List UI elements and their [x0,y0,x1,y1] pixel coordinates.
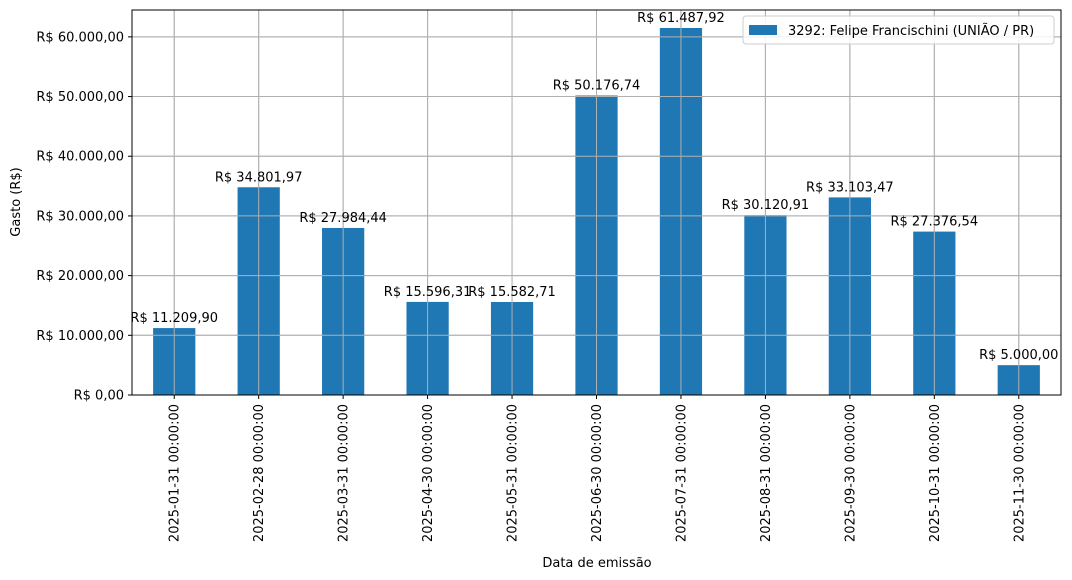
bar-value-label: R$ 5.000,00 [979,348,1058,363]
y-axis-label: Gasto (R$) [9,167,24,236]
y-tick-label: R$ 10.000,00 [36,329,124,344]
bar-value-label: R$ 33.103,47 [806,180,894,195]
x-tick-label: 2025-07-31 00:00:00 [674,404,689,542]
x-tick-label: 2025-05-31 00:00:00 [506,404,521,542]
legend-swatch [749,25,777,35]
y-tick-label: R$ 30.000,00 [36,209,124,224]
bar-value-label: R$ 50.176,74 [553,78,641,93]
y-axis-ticks: R$ 0,00 R$ 10.000,00 R$ 20.000,00 R$ 30.000… [36,30,132,404]
y-tick-label: R$ 60.000,00 [36,30,124,45]
x-tick-label: 2025-11-30 00:00:00 [1012,404,1027,542]
legend-label: 3292: Felipe Francischini (UNIÃO / PR) [788,23,1034,39]
x-axis-label: Data de emissão [542,556,651,571]
bar-value-label: R$ 11.209,90 [130,311,218,326]
legend: 3292: Felipe Francischini (UNIÃO / PR) [742,15,1055,45]
gridlines-front [132,10,1061,396]
bar-value-label: R$ 27.984,44 [299,211,387,226]
y-tick-label: R$ 20.000,00 [36,269,124,284]
x-tick-label: 2025-08-31 00:00:00 [759,404,774,542]
x-tick-label: 2025-02-28 00:00:00 [252,404,267,542]
x-tick-label: 2025-06-30 00:00:00 [590,404,605,542]
x-tick-label: 2025-01-31 00:00:00 [168,404,183,542]
y-tick-label: R$ 0,00 [74,389,124,404]
bar-value-label: R$ 61.487,92 [637,11,725,26]
x-axis-ticks: 2025-01-31 00:00:00 2025-02-28 00:00:00 20… [168,395,1027,542]
y-tick-label: R$ 40.000,00 [36,150,124,165]
x-tick-label: 2025-04-30 00:00:00 [421,404,436,542]
x-tick-label: 2025-10-31 00:00:00 [928,404,943,542]
bar-value-label: R$ 34.801,97 [215,170,303,185]
bar-value-label: R$ 30.120,91 [722,198,810,213]
y-tick-label: R$ 50.000,00 [36,90,124,105]
bar-value-label: R$ 27.376,54 [891,215,979,230]
x-tick-label: 2025-03-31 00:00:00 [337,404,352,542]
x-tick-label: 2025-09-30 00:00:00 [843,404,858,542]
bar-value-labels: R$ 11.209,90 R$ 34.801,97 R$ 27.984,44 R$ 1… [130,11,1058,363]
bar-value-label: R$ 15.596,31 [384,285,472,300]
legend-box [742,15,1055,45]
bar-value-label: R$ 15.582,71 [468,285,556,300]
